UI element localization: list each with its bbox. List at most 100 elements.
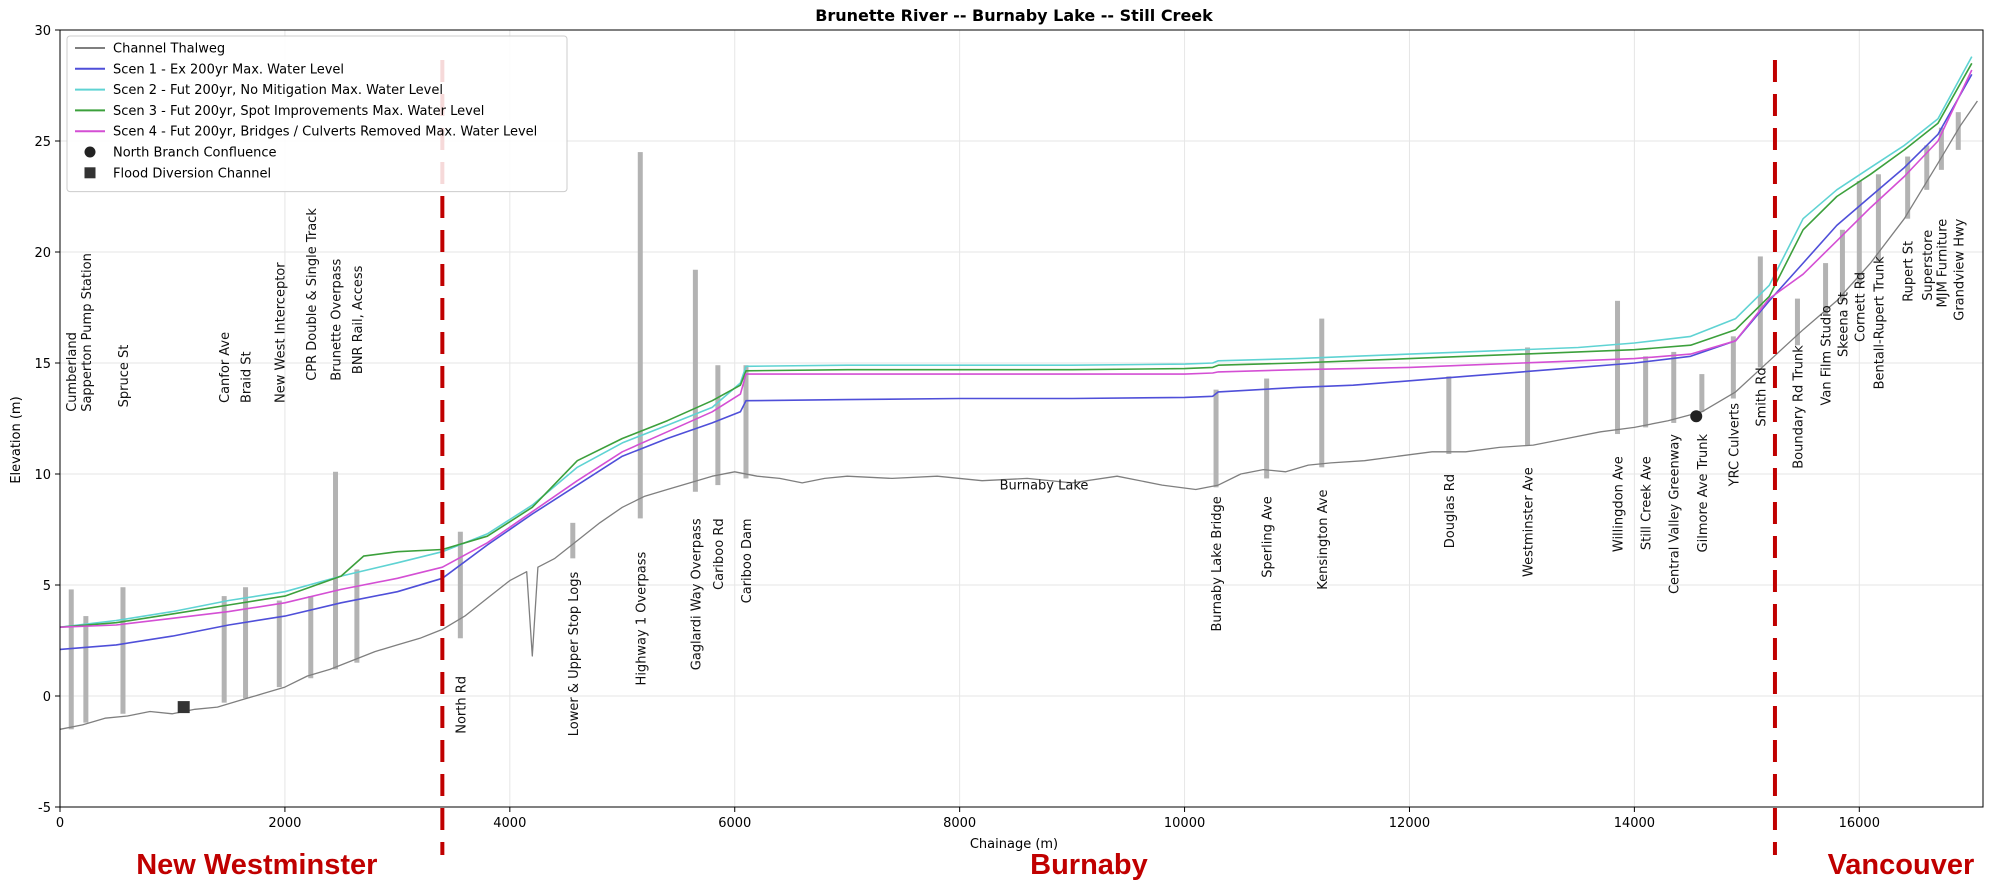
- region-label: Vancouver: [1828, 849, 1975, 880]
- structure-bar: [1446, 376, 1452, 455]
- structure-label: Central Valley Greenway: [1668, 434, 1683, 594]
- structure-bar: [1823, 263, 1829, 315]
- x-tick-label: 4000: [493, 816, 526, 831]
- north-branch-confluence-marker: [1690, 410, 1703, 423]
- structure-bar: [333, 471, 339, 670]
- x-tick-label: 8000: [943, 816, 976, 831]
- structure-label: Gaglardi Way Overpass: [689, 518, 704, 670]
- series-line: [59, 100, 1978, 730]
- structure-label: Gilmore Ave Trunk: [1696, 434, 1711, 553]
- structure-bar: [1924, 145, 1930, 190]
- x-axis-label: Chainage (m): [970, 837, 1058, 852]
- structure-bar: [1615, 300, 1621, 435]
- structure-label: Bentall-Rupert Trunk: [1872, 256, 1887, 389]
- structure-label: Highway 1 Overpass: [634, 551, 649, 685]
- legend-entry: Scen 2 - Fut 200yr, No Mitigation Max. W…: [113, 83, 443, 98]
- structure-bar: [1730, 336, 1736, 399]
- structure-label: North Rd: [454, 676, 469, 734]
- structure-bar: [120, 587, 126, 714]
- y-axis-label: Elevation (m): [9, 396, 24, 483]
- structure-bar: [1856, 180, 1862, 284]
- x-tick-label: 16000: [1839, 816, 1880, 831]
- structure-bar: [570, 522, 576, 559]
- structure-bar: [1264, 378, 1270, 479]
- structure-label: Canfor Ave: [218, 332, 233, 403]
- structure-bar: [1938, 127, 1944, 170]
- series-line: [59, 62, 1973, 628]
- structure-bar: [1525, 347, 1531, 446]
- x-tick-label: 14000: [1614, 816, 1655, 831]
- y-tick-label: 0: [43, 690, 51, 705]
- structure-bar: [1643, 356, 1649, 428]
- x-tick-label: 0: [56, 816, 64, 831]
- structure-bar: [276, 600, 282, 688]
- structure-bar: [83, 616, 89, 723]
- legend-box: [66, 35, 568, 193]
- structure-label: MJM Furniture: [1935, 219, 1950, 308]
- y-tick-label: 30: [34, 24, 51, 39]
- x-tick-label: 6000: [718, 816, 751, 831]
- structure-label: Smith Rd: [1754, 367, 1769, 426]
- structure-bar: [743, 365, 749, 479]
- structure-label: Sperling Ave: [1261, 496, 1276, 578]
- structure-label: Cornett Rd: [1853, 272, 1868, 342]
- structure-label: Cumberland: [65, 332, 80, 412]
- structure-label: BNR Rail, Access: [351, 265, 366, 374]
- structure-bar: [637, 152, 643, 519]
- structure-label: Skeena St: [1836, 292, 1851, 357]
- structure-bar: [221, 596, 227, 703]
- structure-bar: [68, 589, 74, 730]
- legend-entry: North Branch Confluence: [113, 146, 277, 161]
- region-label: New Westminster: [136, 849, 377, 880]
- structure-label: Westminster Ave: [1522, 467, 1537, 577]
- chart-title: Brunette River -- Burnaby Lake -- Still …: [815, 6, 1213, 25]
- structure-label: Lower & Upper Stop Logs: [567, 571, 582, 736]
- plot-frame: [59, 29, 1984, 808]
- structure-bar: [1875, 174, 1881, 261]
- y-tick-label: 10: [34, 468, 51, 483]
- y-tick-label: -5: [38, 801, 51, 816]
- structure-bar: [692, 269, 698, 492]
- structure-bar: [243, 587, 249, 699]
- y-tick-label: 20: [34, 246, 51, 261]
- legend-entry: Flood Diversion Channel: [113, 166, 271, 181]
- legend-square-marker: [84, 167, 96, 179]
- structure-bar: [457, 531, 463, 639]
- y-tick-label: 15: [34, 357, 51, 372]
- structure-label: Brunette Overpass: [330, 258, 345, 380]
- structure-bar: [354, 569, 360, 663]
- structure-label: Boundary Rd Trunk: [1791, 345, 1806, 469]
- y-tick-label: 5: [43, 579, 51, 594]
- structure-bar: [1213, 389, 1219, 488]
- legend-entry: Scen 1 - Ex 200yr Max. Water Level: [113, 62, 344, 77]
- structure-bar: [308, 596, 314, 679]
- structure-label: Sapperton Pump Station: [80, 253, 95, 412]
- structure-bar: [1319, 318, 1325, 468]
- structure-label: Cariboo Rd: [712, 518, 727, 590]
- structure-label: YRC Culverts: [1727, 403, 1742, 488]
- y-tick-label: 25: [34, 135, 51, 150]
- structure-label: Rupert St: [1902, 241, 1917, 302]
- legend-circle-marker: [84, 146, 96, 158]
- structure-bar: [1699, 374, 1705, 412]
- structure-bar: [1671, 351, 1677, 423]
- structure-label: CPR Double & Single Track: [305, 208, 320, 381]
- structure-label: Grandview Hwy: [1952, 218, 1967, 320]
- x-tick-label: 10000: [1164, 816, 1205, 831]
- region-label: Burnaby: [1030, 849, 1148, 880]
- legend-entry: Channel Thalweg: [113, 42, 225, 57]
- structure-bar: [715, 365, 721, 486]
- x-tick-label: 12000: [1389, 816, 1430, 831]
- burnaby-lake-annotation: Burnaby Lake: [1000, 479, 1089, 494]
- structure-label: Burnaby Lake Bridge: [1210, 496, 1225, 631]
- structure-label: Braid St: [240, 351, 255, 403]
- flood-diversion-channel-marker: [177, 701, 190, 714]
- structure-label: New West Interceptor: [273, 262, 288, 403]
- structure-bar: [1839, 229, 1845, 301]
- series-line: [59, 56, 1973, 628]
- legend-entry: Scen 3 - Fut 200yr, Spot Improvements Ma…: [113, 104, 484, 119]
- structure-label: Van Film Studio: [1820, 305, 1835, 405]
- x-tick-label: 2000: [268, 816, 301, 831]
